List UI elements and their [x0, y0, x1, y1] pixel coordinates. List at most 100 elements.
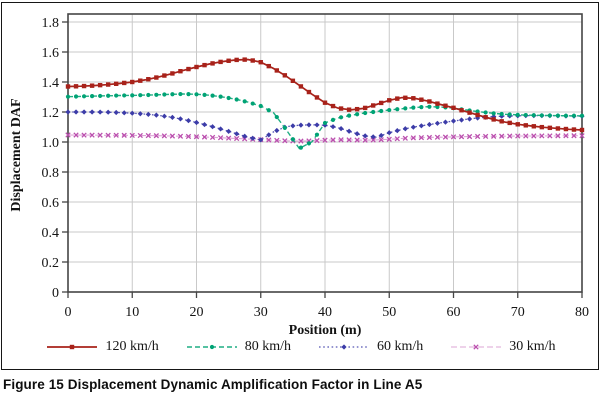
series-marker-120-km-h [571, 127, 577, 132]
series-marker-30-km-h [177, 133, 184, 139]
series-marker-80-km-h [547, 113, 552, 118]
series-marker-60-km-h [418, 123, 424, 129]
series-marker-80-km-h [146, 92, 151, 98]
x-tick-label: 30 [254, 305, 268, 320]
series-marker-60-km-h [258, 137, 264, 143]
series-marker-80-km-h [314, 132, 320, 137]
series-marker-60-km-h [346, 128, 352, 134]
figure-caption: Figure 15 Displacement Dynamic Amplifica… [3, 377, 599, 392]
legend-marker-30-km-h [473, 344, 479, 350]
series-marker-30-km-h [330, 137, 336, 143]
series-marker-60-km-h [65, 109, 71, 115]
series-marker-60-km-h [298, 122, 304, 128]
series-marker-120-km-h [370, 103, 376, 108]
series-marker-30-km-h [161, 133, 168, 139]
legend-sample-30-km-h [451, 344, 502, 350]
series-marker-60-km-h [177, 116, 184, 122]
series-marker-120-km-h [178, 69, 183, 74]
series-marker-30-km-h [354, 137, 360, 143]
series-marker-120-km-h [306, 89, 312, 95]
series-marker-30-km-h [547, 133, 553, 139]
series-marker-120-km-h [73, 84, 79, 89]
series-marker-30-km-h [185, 133, 192, 140]
series-marker-120-km-h [443, 103, 448, 108]
series-marker-30-km-h [314, 137, 320, 144]
figure-caption-label: Figure 15 [3, 377, 64, 392]
series-marker-120-km-h [122, 80, 127, 86]
series-marker-80-km-h [379, 108, 384, 114]
x-tick-label: 80 [575, 305, 589, 320]
series-marker-120-km-h [282, 73, 288, 78]
series-marker-60-km-h [73, 109, 79, 115]
series-marker-60-km-h [201, 121, 208, 128]
x-tick-label: 50 [382, 305, 396, 320]
series-marker-80-km-h [186, 92, 191, 97]
series-marker-60-km-h [386, 130, 392, 136]
series-marker-60-km-h [290, 123, 296, 129]
series-marker-30-km-h [266, 137, 272, 143]
series-marker-60-km-h [226, 128, 232, 134]
series-marker-30-km-h [563, 133, 569, 139]
series-marker-60-km-h [193, 119, 200, 126]
series-marker-30-km-h [378, 137, 384, 143]
series-marker-120-km-h [138, 78, 143, 83]
series-marker-30-km-h [515, 133, 521, 139]
series-marker-80-km-h [435, 104, 440, 110]
series-marker-30-km-h [73, 132, 79, 138]
series-marker-30-km-h [410, 135, 417, 141]
series-marker-120-km-h [162, 73, 167, 78]
series-marker-120-km-h [451, 105, 456, 110]
series-marker-30-km-h [555, 133, 561, 139]
series-marker-80-km-h [387, 107, 392, 113]
series-marker-30-km-h [113, 132, 119, 138]
series-marker-80-km-h [355, 112, 360, 117]
series-marker-30-km-h [346, 137, 352, 143]
series-marker-120-km-h [89, 83, 95, 88]
series-marker-120-km-h [242, 57, 247, 62]
legend-marker-120-km-h [70, 344, 75, 350]
series-marker-120-km-h [234, 57, 239, 63]
series-marker-80-km-h [130, 93, 135, 98]
series-marker-60-km-h [137, 111, 143, 117]
series-marker-120-km-h [515, 122, 520, 127]
series-marker-60-km-h [330, 124, 336, 130]
series-marker-120-km-h [419, 97, 424, 102]
series-marker-30-km-h [418, 134, 425, 141]
series-marker-60-km-h [105, 109, 111, 115]
series-marker-60-km-h [394, 128, 400, 134]
series-marker-30-km-h [145, 132, 151, 139]
series-marker-120-km-h [210, 61, 215, 66]
series-marker-60-km-h [153, 112, 159, 118]
series-marker-80-km-h [154, 92, 159, 97]
series-marker-80-km-h [298, 145, 304, 150]
series-marker-80-km-h [483, 110, 488, 115]
series-marker-80-km-h [234, 97, 239, 102]
series-marker-60-km-h [242, 133, 248, 139]
legend-item-30-km-h: 30 km/h [450, 339, 556, 355]
series-marker-80-km-h [571, 113, 577, 118]
series-marker-80-km-h [330, 117, 336, 122]
series-marker-120-km-h [194, 64, 199, 70]
series-marker-120-km-h [531, 124, 537, 129]
series-marker-80-km-h [282, 125, 287, 130]
series-marker-80-km-h [419, 105, 424, 110]
legend-sample-120-km-h [47, 344, 98, 350]
series-marker-120-km-h [218, 59, 223, 65]
series-marker-80-km-h [411, 105, 416, 110]
series-marker-120-km-h [379, 100, 384, 106]
series-marker-30-km-h [217, 135, 224, 141]
y-tick-label: 1.8 [42, 16, 60, 31]
legend-label-120-km-h: 120 km/h [105, 339, 159, 354]
legend-sample-60-km-h [319, 344, 369, 350]
series-marker-120-km-h [563, 126, 569, 132]
series-marker-60-km-h [434, 120, 441, 126]
series-marker-60-km-h [145, 111, 151, 117]
series-marker-80-km-h [138, 93, 143, 98]
series-marker-60-km-h [338, 126, 344, 132]
y-tick-label: 1.4 [42, 76, 60, 91]
series-marker-60-km-h [410, 124, 416, 130]
series-marker-80-km-h [322, 120, 328, 126]
series-marker-120-km-h [346, 107, 352, 112]
series-marker-80-km-h [531, 113, 536, 118]
series-marker-60-km-h [458, 117, 465, 123]
